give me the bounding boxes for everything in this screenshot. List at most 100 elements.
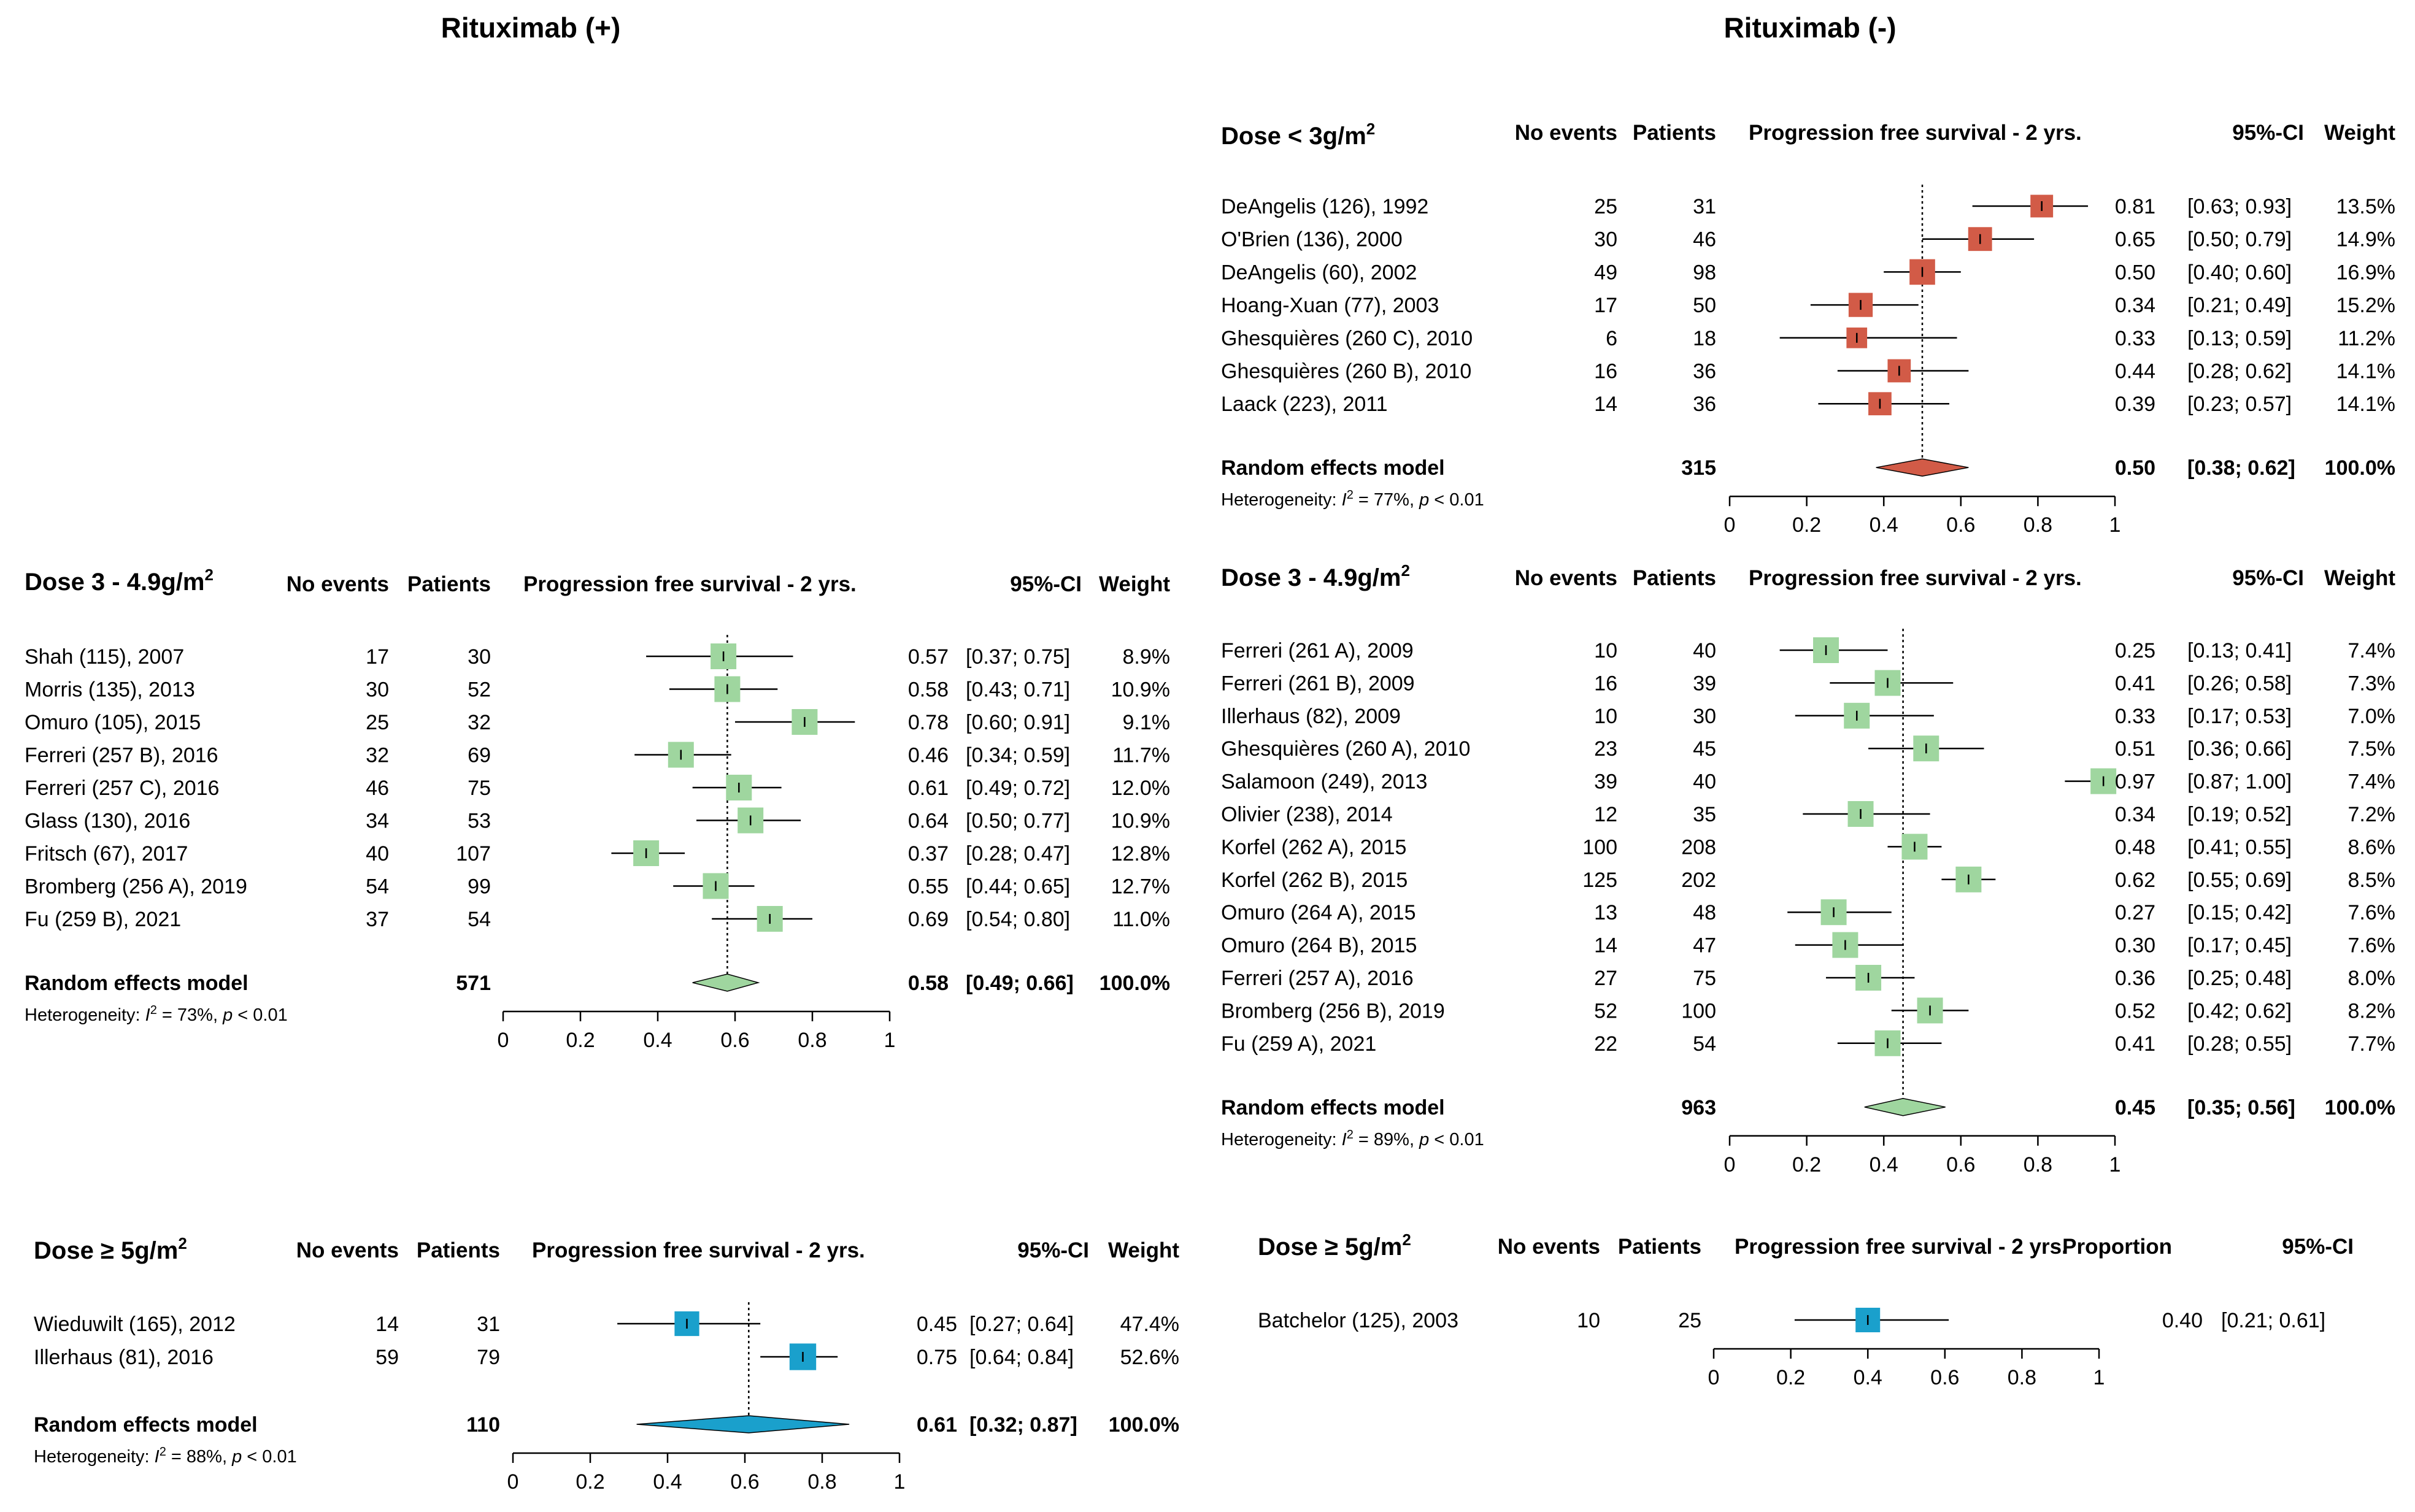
study-estimate: 0.39 — [2115, 393, 2155, 416]
study-estimate: 0.81 — [2115, 195, 2155, 218]
study-label: Korfel (262 A), 2015 — [1221, 835, 1406, 859]
study-estimate: 0.45 — [917, 1313, 957, 1336]
x-axis-tick-label: 0.2 — [1792, 1153, 1821, 1176]
study-label: Olivier (238), 2014 — [1221, 803, 1393, 826]
study-weight: 8.9% — [1123, 645, 1171, 669]
study-weight: 16.9% — [2336, 261, 2395, 284]
study-label: Ferreri (261 B), 2009 — [1221, 672, 1415, 695]
study-events: 49 — [1594, 261, 1617, 284]
study-label: Glass (130), 2016 — [25, 810, 190, 833]
study-patients: 75 — [1693, 967, 1716, 990]
study-patients: 79 — [477, 1346, 500, 1369]
x-axis-tick-label: 0.8 — [2024, 513, 2052, 537]
study-events: 32 — [366, 744, 389, 767]
study-patients: 100 — [1681, 999, 1716, 1023]
study-patients: 36 — [1693, 393, 1716, 416]
model-weight: 100.0% — [1100, 972, 1170, 995]
study-weight: 11.2% — [2338, 327, 2395, 350]
panel-title: Dose 3 - 4.9g/m2 — [1221, 561, 1410, 591]
study-events: 100 — [1582, 835, 1617, 859]
study-ci: [0.28; 0.47] — [966, 842, 1070, 865]
study-label: Fu (259 A), 2021 — [1221, 1032, 1376, 1056]
study-estimate: 0.69 — [908, 908, 949, 931]
study-patients: 47 — [1693, 934, 1716, 957]
study-ci: [0.49; 0.72] — [966, 777, 1070, 800]
plot-r-minus-high: Dose ≥ 5g/m2 No events Patients Progression… — [1258, 1230, 2354, 1389]
study-label: Fritsch (67), 2017 — [25, 842, 188, 865]
study-patients: 99 — [468, 875, 491, 899]
study-label: Ghesquières (260 C), 2010 — [1221, 327, 1473, 350]
study-ci: [0.27; 0.64] — [969, 1313, 1074, 1336]
study-weight: 12.8% — [1111, 842, 1170, 865]
model-estimate: 0.61 — [917, 1413, 957, 1437]
study-patients: 69 — [468, 744, 491, 767]
study-label: O'Brien (136), 2000 — [1221, 228, 1403, 251]
study-weight: 14.1% — [2336, 360, 2395, 383]
x-axis-tick-label: 0.8 — [807, 1470, 836, 1494]
study-weight: 12.0% — [1111, 777, 1170, 800]
study-patients: 45 — [1693, 737, 1716, 761]
model-patients: 963 — [1681, 1096, 1716, 1119]
left-column-title: Rituximab (+) — [441, 12, 621, 44]
model-weight: 100.0% — [2325, 456, 2395, 480]
study-patients: 52 — [468, 678, 491, 702]
study-patients: 54 — [468, 908, 491, 931]
x-axis-tick-label: 0.6 — [720, 1029, 749, 1052]
study-weight: 7.2% — [2348, 803, 2396, 826]
study-estimate: 0.97 — [2115, 770, 2155, 794]
heterogeneity-text: Heterogeneity: I2 = 89%, p < 0.01 — [1221, 1128, 1484, 1149]
study-events: 59 — [376, 1346, 399, 1369]
study-patients: 107 — [456, 842, 491, 865]
study-estimate: 0.27 — [2115, 901, 2155, 924]
study-label: DeAngelis (126), 1992 — [1221, 195, 1428, 218]
study-weight: 7.0% — [2348, 705, 2396, 728]
study-label: Ferreri (257 B), 2016 — [25, 744, 218, 767]
study-patients: 46 — [1693, 228, 1716, 251]
study-events: 125 — [1582, 869, 1617, 892]
header-weight: Weight — [2324, 121, 2395, 145]
study-estimate: 0.37 — [908, 842, 949, 865]
study-weight: 13.5% — [2336, 195, 2395, 218]
x-axis-tick-label: 0 — [498, 1029, 509, 1052]
study-label: Laack (223), 2011 — [1221, 393, 1388, 416]
study-ci: [0.42; 0.62] — [2187, 999, 2292, 1023]
study-ci: [0.50; 0.79] — [2187, 228, 2292, 251]
study-estimate: 0.46 — [908, 744, 949, 767]
header-ci: 95%-CI — [1017, 1238, 1089, 1262]
study-ci: [0.15; 0.42] — [2187, 901, 2292, 924]
study-ci: [0.64; 0.84] — [969, 1346, 1074, 1369]
study-events: 34 — [366, 810, 389, 833]
study-estimate: 0.51 — [2115, 737, 2155, 761]
x-axis-tick-label: 0.2 — [576, 1470, 604, 1494]
study-label: Hoang-Xuan (77), 2003 — [1221, 294, 1439, 317]
study-estimate: 0.40 — [2162, 1309, 2203, 1332]
study-events: 14 — [1594, 393, 1617, 416]
study-label: Ferreri (261 A), 2009 — [1221, 639, 1414, 662]
model-ci: [0.49; 0.66] — [966, 972, 1074, 995]
study-estimate: 0.57 — [908, 645, 949, 669]
heterogeneity-text: Heterogeneity: I2 = 88%, p < 0.01 — [34, 1445, 297, 1467]
header-weight: Weight — [1099, 572, 1170, 596]
study-patients: 50 — [1693, 294, 1716, 317]
study-weight: 8.0% — [2348, 967, 2396, 990]
study-events: 17 — [1594, 294, 1617, 317]
study-label: Salamoon (249), 2013 — [1221, 770, 1427, 794]
model-estimate: 0.50 — [2115, 456, 2155, 480]
study-weight: 8.5% — [2348, 869, 2396, 892]
header-events: No events — [1515, 121, 1617, 145]
study-estimate: 0.62 — [2115, 869, 2155, 892]
study-weight: 7.7% — [2348, 1032, 2396, 1056]
model-patients: 315 — [1681, 456, 1716, 480]
model-label: Random effects model — [1221, 1096, 1445, 1119]
header-events: No events — [1498, 1235, 1600, 1259]
study-ci: [0.43; 0.71] — [966, 678, 1070, 702]
study-patients: 30 — [1693, 705, 1716, 728]
study-ci: [0.50; 0.77] — [966, 810, 1070, 833]
study-weight: 7.5% — [2348, 737, 2396, 761]
header-ci: 95%-CI — [2232, 121, 2304, 145]
x-axis-tick-label: 0 — [507, 1470, 519, 1494]
study-ci: [0.44; 0.65] — [966, 875, 1070, 899]
study-label: Omuro (105), 2015 — [25, 711, 201, 734]
study-weight: 8.6% — [2348, 835, 2396, 859]
study-ci: [0.17; 0.45] — [2187, 934, 2292, 957]
